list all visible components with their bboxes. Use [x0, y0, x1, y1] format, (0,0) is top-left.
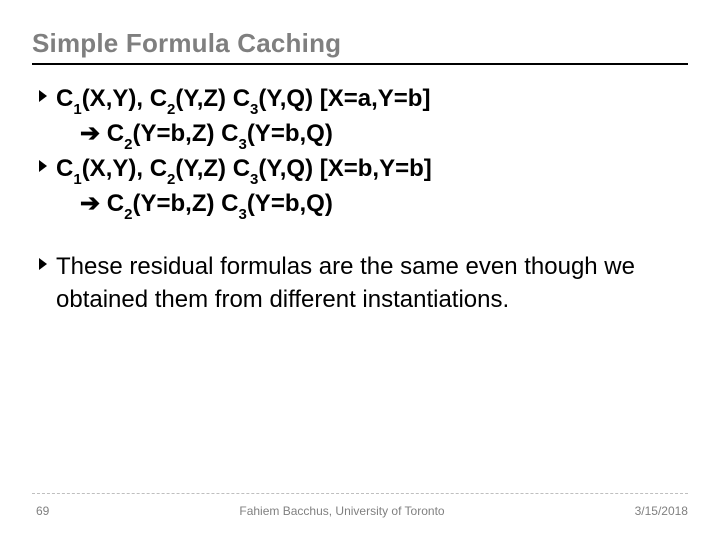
formula-line-cont: ➔ C2(Y=b,Z) C3(Y=b,Q)	[56, 118, 430, 153]
t: (Y,Q) [X=a,Y=b]	[258, 85, 430, 112]
title-wrap: Simple Formula Caching	[32, 28, 688, 83]
arrow-icon: ➔	[80, 190, 107, 217]
caret-icon	[38, 89, 56, 103]
caret-icon	[38, 159, 56, 173]
t: C	[107, 120, 124, 147]
footer-row: 69 Fahiem Bacchus, University of Toronto…	[32, 504, 688, 518]
t: C	[56, 155, 73, 182]
bullet-text: C1(X,Y), C2(Y,Z) C3(Y,Q) [X=a,Y=b] ➔ C2(…	[56, 83, 430, 153]
s: 3	[238, 136, 246, 153]
t: C	[107, 190, 124, 217]
s: 2	[167, 101, 175, 118]
paragraph-text: These residual formulas are the same eve…	[56, 251, 656, 316]
slide-title: Simple Formula Caching	[32, 28, 688, 59]
t: (Y=b,Q)	[247, 190, 333, 217]
caret-icon	[38, 257, 56, 271]
s: 3	[250, 171, 258, 188]
slide: Simple Formula Caching C1(X,Y), C2(Y,Z) …	[0, 0, 720, 540]
s: 3	[238, 206, 246, 223]
s: 1	[73, 101, 81, 118]
t: (X,Y), C	[82, 85, 167, 112]
bullet-text: C1(X,Y), C2(Y,Z) C3(Y,Q) [X=b,Y=b] ➔ C2(…	[56, 153, 432, 223]
footer-author: Fahiem Bacchus, University of Toronto	[239, 504, 444, 518]
formula-line: C1(X,Y), C2(Y,Z) C3(Y,Q) [X=a,Y=b]	[56, 83, 430, 118]
t: (Y=b,Z) C	[132, 190, 238, 217]
s: 3	[250, 101, 258, 118]
arrow-icon: ➔	[80, 120, 107, 147]
footer-date: 3/15/2018	[635, 504, 688, 518]
t: (Y,Z) C	[175, 85, 250, 112]
t: (X,Y), C	[82, 155, 167, 182]
t: (Y=b,Z) C	[132, 120, 238, 147]
s: 2	[124, 206, 132, 223]
formula-line: C1(X,Y), C2(Y,Z) C3(Y,Q) [X=b,Y=b]	[56, 153, 432, 188]
formula-line-cont: ➔ C2(Y=b,Z) C3(Y=b,Q)	[56, 188, 432, 223]
slide-content: C1(X,Y), C2(Y,Z) C3(Y,Q) [X=a,Y=b] ➔ C2(…	[32, 83, 688, 316]
t: (Y=b,Q)	[247, 120, 333, 147]
s: 2	[124, 136, 132, 153]
slide-number: 69	[32, 504, 49, 518]
title-underline	[32, 63, 688, 65]
s: 1	[73, 171, 81, 188]
t: C	[56, 85, 73, 112]
bullet-item: C1(X,Y), C2(Y,Z) C3(Y,Q) [X=a,Y=b] ➔ C2(…	[38, 83, 688, 153]
s: 2	[167, 171, 175, 188]
slide-footer: 69 Fahiem Bacchus, University of Toronto…	[32, 493, 688, 518]
t: (Y,Q) [X=b,Y=b]	[258, 155, 431, 182]
t: (Y,Z) C	[175, 155, 250, 182]
bullet-item: These residual formulas are the same eve…	[38, 251, 688, 316]
bullet-item: C1(X,Y), C2(Y,Z) C3(Y,Q) [X=b,Y=b] ➔ C2(…	[38, 153, 688, 223]
footer-divider	[32, 493, 688, 494]
